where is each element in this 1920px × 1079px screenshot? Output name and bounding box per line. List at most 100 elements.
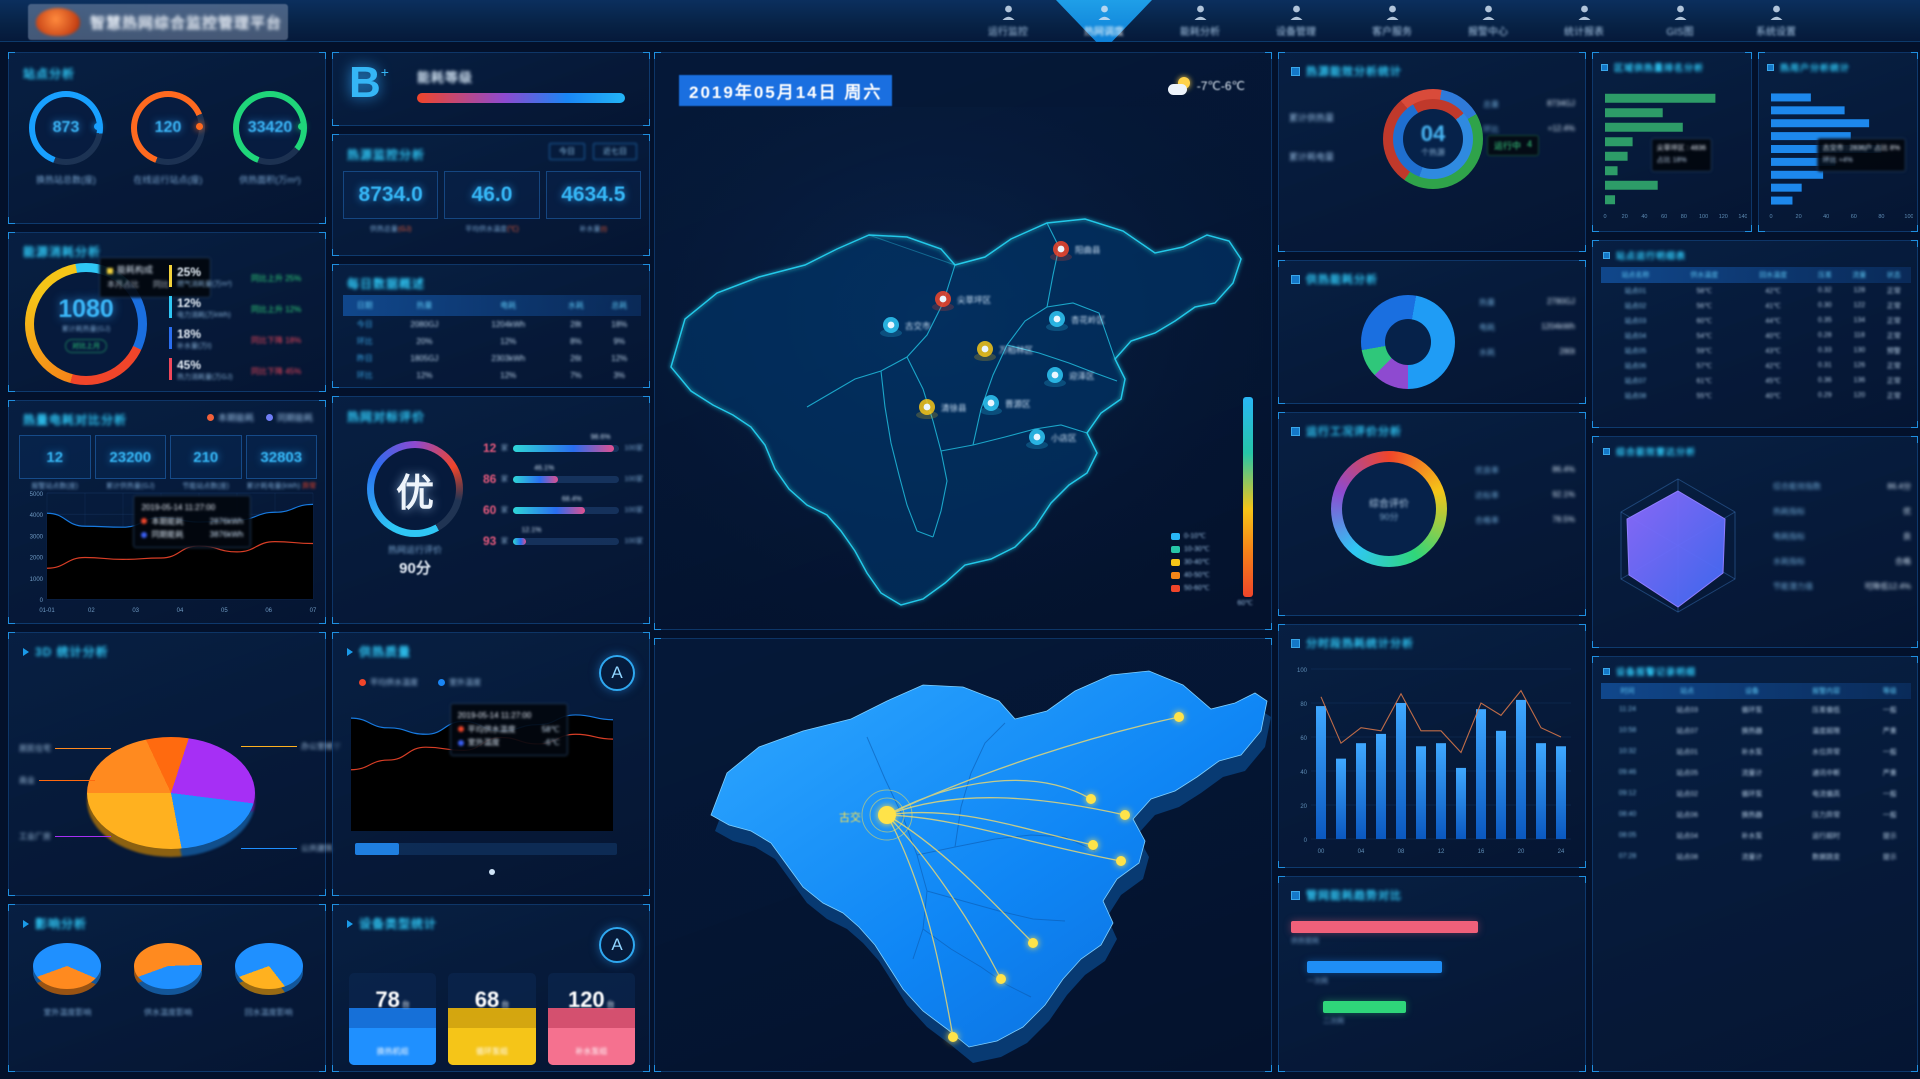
kv-row-4: 节能潜力值 可降低12.4% bbox=[1773, 581, 1911, 592]
network-kpi-0: 8734.0 供热总量(GJ) bbox=[343, 171, 439, 233]
svg-text:20: 20 bbox=[1796, 214, 1802, 220]
pipeline-bar-fill bbox=[1291, 921, 1479, 933]
pipeline-bar-label: 供热管网 bbox=[1291, 938, 1319, 945]
table-col-header: 报警内容 bbox=[1812, 688, 1841, 695]
nav-item-5[interactable]: 报警中心 bbox=[1440, 0, 1536, 42]
supply-scroll-thumb[interactable] bbox=[355, 843, 399, 855]
kv-key: 水耗指标 bbox=[1773, 557, 1805, 566]
energy-item-delta: 同比下降 45% bbox=[251, 367, 302, 376]
energy-item-color-bar bbox=[169, 358, 172, 380]
device-card-1[interactable]: 68 台循环泵组 bbox=[448, 973, 536, 1065]
metric-label: 累计供热量 bbox=[1289, 113, 1335, 123]
table-col-header: 水耗 bbox=[567, 301, 584, 310]
device-card-2[interactable]: 120 台补水泵组 bbox=[547, 973, 635, 1065]
energy-center-badge[interactable]: 对比上月 bbox=[65, 339, 107, 353]
device-badge[interactable]: A bbox=[599, 927, 635, 963]
nav-item-4[interactable]: 客户服务 bbox=[1344, 0, 1440, 42]
network-filter-button-1[interactable]: 近七日 bbox=[593, 143, 637, 160]
table-cell: 站点04 bbox=[1676, 832, 1699, 840]
kv-row-0: 总量 8734GJ bbox=[1483, 99, 1575, 110]
legend-dot bbox=[206, 414, 214, 421]
table-cell: 一般 bbox=[1882, 790, 1897, 798]
nav-item-8[interactable]: 系统设置 bbox=[1728, 0, 1824, 42]
nav-item-3[interactable]: 设备管理 bbox=[1248, 0, 1344, 42]
map-marker-8[interactable]: 晋源区 bbox=[980, 395, 1031, 415]
table-row: 站点08 55℃ 40℃ 0.29 120 正常 bbox=[1601, 388, 1911, 403]
map-marker-label: 古交市 bbox=[905, 321, 931, 331]
table-cell: 数据跳变 bbox=[1812, 853, 1841, 861]
table-row: 09:12 站点02 循环泵 电流偏高 一般 bbox=[1601, 783, 1911, 804]
nav-item-label: 统计报表 bbox=[1564, 27, 1604, 38]
kpi-unit: (℃) bbox=[507, 226, 519, 233]
map-3d-shape[interactable]: 古交 bbox=[655, 639, 1273, 1073]
energy-center-unit: 累计耗热量(GJ) bbox=[61, 326, 111, 333]
table-cell: 134 bbox=[1853, 317, 1866, 324]
energy-item-0: 25% 燃气消耗量(万m³) 同比上升 25% bbox=[169, 265, 319, 289]
nav-item-2[interactable]: 能耗分析 bbox=[1152, 0, 1248, 42]
panel-main-map: 2019年05月14日 周六 -7℃-6℃ bbox=[654, 52, 1273, 630]
network-filter-button-0[interactable]: 今日 bbox=[549, 143, 585, 160]
table-cell: 严重 bbox=[1882, 769, 1897, 777]
nav-item-7[interactable]: GIS图 bbox=[1632, 0, 1728, 42]
radar-chart bbox=[1620, 478, 1736, 613]
supply-scroll-track[interactable] bbox=[355, 843, 617, 855]
table-row: 站点02 56℃ 41℃ 0.30 122 正常 bbox=[1601, 298, 1911, 313]
device-card-label: 补水泵组 bbox=[575, 1047, 608, 1056]
table-col-header: 热量 bbox=[416, 301, 433, 310]
svg-text:100: 100 bbox=[1904, 214, 1913, 220]
quality-grade-ring: 优 bbox=[367, 441, 463, 537]
horizontal-bar-chart: 0 20 40 60 80 100 古交市 : 2836户 占比 8% 环比 +4% bbox=[1767, 83, 1914, 221]
panel-daily-data: 每日数据概述 日期 热量 电耗 水耗 总耗 今日 2080GJ 1204kWh 28t 18% 环比… bbox=[332, 264, 650, 388]
grade-bar bbox=[417, 93, 625, 103]
quality-item-tail: 100家 bbox=[624, 507, 643, 514]
network-kpi-1: 46.0 平均供水温度(℃) bbox=[444, 171, 540, 233]
svg-text:2000: 2000 bbox=[30, 556, 44, 562]
map-marker-0[interactable]: 古交市 bbox=[880, 317, 931, 337]
nav-item-1[interactable]: 热网调度 bbox=[1056, 0, 1152, 42]
main-nav: 运行监控 热网调度 能耗分析 设备管理 客户服务 报警中心 统计报表 GIS图 系统设置 bbox=[960, 0, 1824, 42]
map-marker-2[interactable]: 阳曲县 bbox=[1050, 241, 1101, 261]
map-marker-7[interactable]: 杏花岭区 bbox=[1046, 311, 1106, 331]
kpi-label: 节能站点数(座) bbox=[182, 483, 230, 490]
kv-list: 热量 2780GJ 电耗 1204kWh 水耗 280t bbox=[1479, 297, 1575, 372]
svg-text:40: 40 bbox=[1823, 214, 1829, 220]
legend-dot bbox=[438, 679, 445, 686]
table-cell: 28t bbox=[570, 320, 582, 329]
supply-carousel-dot[interactable] bbox=[489, 869, 495, 875]
panel-title: 运行工况评价分析 bbox=[1306, 426, 1402, 438]
kv-value: +12.4% bbox=[1547, 124, 1575, 133]
quality-item-track: 98.6% bbox=[513, 434, 620, 452]
nav-item-0[interactable]: 运行监控 bbox=[960, 0, 1056, 42]
badge-count: 4 bbox=[1527, 139, 1533, 149]
map-marker-5[interactable]: 小店区 bbox=[1026, 429, 1077, 449]
gauge-value: 33420 bbox=[247, 119, 293, 136]
map-marker-4[interactable]: 迎泽区 bbox=[1044, 367, 1095, 387]
quality-item-value: 93 bbox=[483, 534, 497, 548]
pie-callout-label: 办公室楼宇 bbox=[301, 742, 341, 751]
table-cell: 站点06 bbox=[1676, 811, 1699, 819]
device-card-0[interactable]: 78 台换热机组 bbox=[349, 973, 437, 1065]
pipeline-bar-fill bbox=[1323, 1001, 1407, 1013]
energy-item-3: 45% 热力消耗量(万GJ) 同比下降 45% bbox=[169, 358, 319, 382]
supply-badge[interactable]: A bbox=[599, 655, 635, 691]
table-col-header: 流量 bbox=[1852, 272, 1867, 279]
map-marker-1[interactable]: 尖草坪区 bbox=[932, 291, 992, 311]
quality-item-pct-label: 68.4% bbox=[561, 495, 582, 503]
kv-row-2: 水耗 280t bbox=[1479, 347, 1575, 358]
supply-energy-donut bbox=[1361, 295, 1455, 389]
square-icon bbox=[1291, 890, 1300, 900]
table-cell: 补水泵 bbox=[1741, 832, 1763, 840]
map-outline[interactable]: 古交市 尖草坪区 阳曲县 万柏林区 迎泽区 小店区 清徐县 杏花岭区 bbox=[655, 107, 1273, 627]
nav-item-6[interactable]: 统计报表 bbox=[1536, 0, 1632, 42]
panel-title: 设备类型统计 bbox=[359, 917, 438, 931]
panel-title: 热源能效分析统计 bbox=[1306, 66, 1402, 78]
map-marker-3[interactable]: 万柏林区 bbox=[974, 341, 1034, 361]
table-cell: 58℃ bbox=[1696, 287, 1713, 295]
legend-swatch bbox=[1171, 584, 1180, 592]
kv-row-2: 电耗指标 良 bbox=[1773, 531, 1911, 542]
kv-value: 合格 bbox=[1895, 557, 1911, 566]
map-marker-6[interactable]: 清徐县 bbox=[916, 399, 967, 419]
kpi-unit: (t) bbox=[600, 226, 608, 233]
panel-title: 热用户分析统计 bbox=[1780, 63, 1851, 73]
svg-text:1000: 1000 bbox=[30, 577, 44, 583]
